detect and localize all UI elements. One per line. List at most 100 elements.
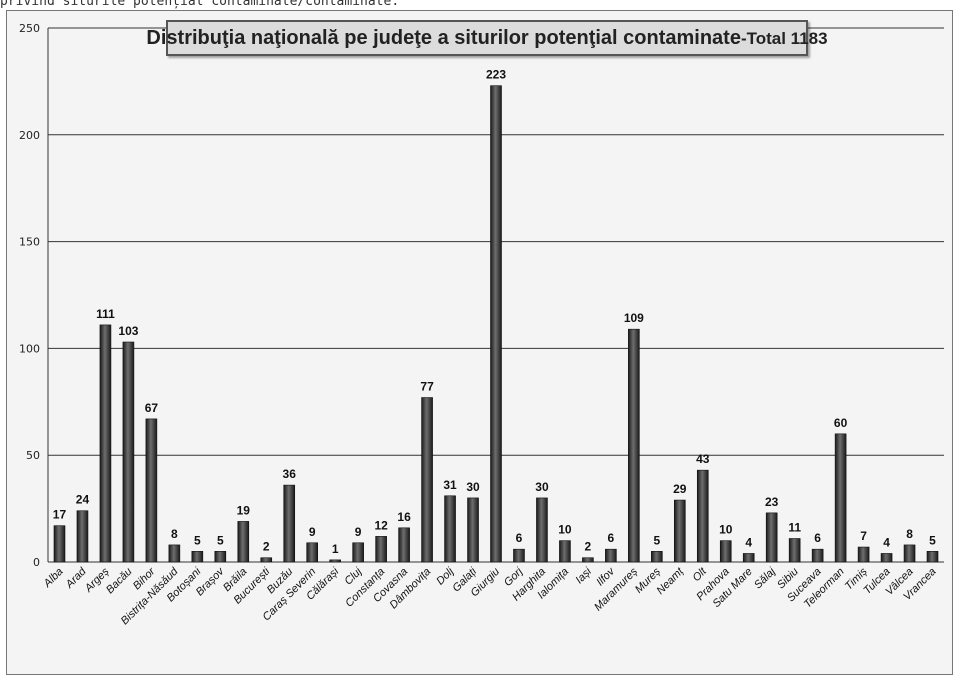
bar-Galați	[467, 497, 479, 563]
bar-Brașov	[214, 551, 227, 563]
chart-title-text: Distribuţia naţională pe judeţe a situri…	[146, 26, 741, 49]
bar-Brăila	[237, 521, 250, 563]
y-axis-ticks: 0 50 100 150 200 250	[19, 22, 40, 569]
x-tick-label: Neamț	[655, 565, 687, 597]
data-label: 30	[535, 480, 549, 494]
data-label: 29	[673, 482, 687, 496]
bar-Tulcea	[880, 553, 893, 563]
bar-Maramureș	[628, 328, 640, 563]
bar-Harghita	[536, 497, 548, 563]
chart-title: Distribuţia naţională pe judeţe a situri…	[146, 27, 827, 50]
data-label: 77	[420, 380, 434, 394]
data-label: 9	[309, 525, 316, 539]
bar-Dâmbovița	[421, 397, 433, 563]
data-label: 67	[145, 401, 159, 415]
x-tick-label: Sălaj	[752, 565, 778, 591]
data-label: 4	[745, 535, 752, 549]
bar-Neamț	[673, 499, 686, 563]
bar-Olt	[696, 469, 709, 563]
bar-Covasna	[398, 527, 410, 563]
data-label: 2	[585, 540, 592, 554]
data-label: 8	[906, 527, 913, 541]
bar-Arad	[76, 510, 89, 563]
x-axis-ticks: AlbaAradArgeșBacăuBihorBistrița-NăsăudBo…	[41, 565, 939, 628]
bar-Argeș	[99, 324, 112, 563]
bar-Cluj	[352, 542, 364, 563]
data-label: 10	[719, 523, 733, 537]
x-tick-label: Alba	[41, 566, 66, 591]
data-label: 5	[653, 533, 660, 547]
y-tick-label: 50	[26, 449, 40, 462]
bar-Vrancea	[926, 551, 939, 563]
data-label: 43	[696, 452, 710, 466]
data-label: 16	[397, 510, 411, 524]
data-label: 109	[624, 311, 644, 325]
bar-Teleorman	[834, 433, 847, 563]
data-label: 5	[929, 533, 936, 547]
data-label: 111	[96, 307, 115, 321]
bar-Caraș Severin	[306, 542, 319, 563]
data-label: 36	[283, 467, 297, 481]
bar-Călărași	[329, 559, 341, 563]
data-label: 6	[814, 531, 821, 545]
bars	[53, 85, 939, 563]
bar-București	[260, 557, 273, 563]
bar-Mureș	[651, 551, 663, 563]
data-label: 12	[374, 518, 388, 532]
x-tick-label: Iași	[573, 565, 594, 586]
bar-Dolj	[444, 495, 456, 563]
data-label: 5	[217, 533, 224, 547]
data-label: 2	[263, 540, 270, 554]
data-label: 7	[860, 529, 867, 543]
data-label: 11	[788, 521, 801, 535]
data-label: 4	[883, 535, 890, 549]
data-label: 30	[466, 480, 480, 494]
data-label: 1	[332, 542, 339, 556]
y-tick-label: 250	[19, 22, 40, 35]
chart-title-box: Distribuţia naţională pe judeţe a situri…	[146, 20, 828, 56]
bar-Gorj	[513, 548, 525, 563]
data-label: 24	[76, 493, 90, 507]
data-label: 10	[558, 523, 572, 537]
data-label: 19	[237, 503, 251, 517]
data-label: 31	[443, 478, 457, 492]
bar-Bihor	[145, 418, 158, 563]
data-label: 223	[486, 68, 506, 82]
data-label: 60	[834, 416, 848, 430]
bar-Sălaj	[765, 512, 778, 563]
bar-Satu Mare	[742, 553, 755, 563]
bar-Bacău	[122, 341, 135, 563]
chart-title-total: -Total 1183	[740, 28, 828, 48]
data-label: 103	[118, 324, 138, 338]
y-tick-label: 150	[19, 236, 40, 249]
data-label: 23	[765, 495, 779, 509]
page-caption: privind siturile potențial contaminate/c…	[0, 0, 400, 9]
bar-Alba	[53, 525, 66, 563]
bar-Botoșani	[191, 551, 204, 563]
bar-Iași	[582, 557, 594, 563]
y-tick-label: 0	[33, 556, 40, 569]
y-tick-label: 100	[19, 342, 40, 355]
bar-Giurgiu	[490, 85, 502, 563]
data-label: 6	[608, 531, 615, 545]
data-label: 5	[194, 533, 201, 547]
data-label: 17	[53, 508, 67, 522]
bar-Buzău	[283, 484, 296, 563]
bar-Prahova	[719, 540, 732, 563]
data-label: 8	[171, 527, 178, 541]
bar-Timiș	[857, 546, 870, 563]
bar-Ilfov	[605, 548, 617, 563]
bar-Sibiu	[788, 538, 801, 563]
x-tick-label: Maramureș	[592, 565, 640, 613]
bar-Suceava	[811, 548, 824, 563]
data-label: 6	[516, 531, 523, 545]
bar-Vâlcea	[903, 544, 916, 563]
chart-frame	[6, 10, 953, 675]
bar-Ialomița	[559, 540, 571, 563]
bar-Constanța	[375, 536, 387, 563]
y-tick-label: 200	[19, 129, 40, 142]
bar-Bistrița-Năsăud	[168, 544, 181, 563]
x-tick-label: Bacău	[104, 566, 135, 597]
